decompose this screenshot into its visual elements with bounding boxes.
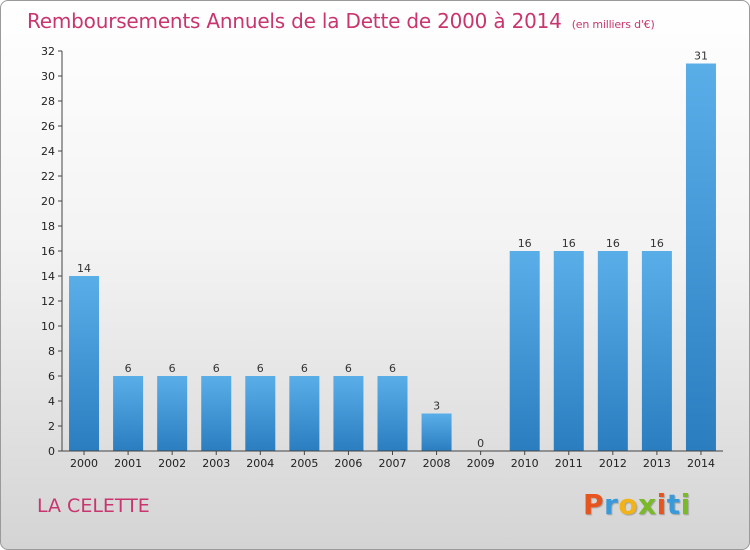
chart-unit-label: (en milliers d'€)	[571, 18, 655, 31]
x-tick-label-2003: 2003	[202, 457, 230, 470]
x-tick-label-2007: 2007	[379, 457, 407, 470]
y-tick-label: 24	[41, 145, 55, 158]
bar-2003	[201, 376, 232, 451]
value-label-2001: 6	[125, 362, 132, 375]
bar-2002	[157, 376, 188, 451]
logo-letter: i	[680, 488, 691, 521]
bar-2006	[333, 376, 364, 451]
x-tick-label-2011: 2011	[555, 457, 583, 470]
x-tick-label-2004: 2004	[246, 457, 274, 470]
bar-2004	[245, 376, 276, 451]
proxiti-logo: Proxiti	[583, 488, 691, 521]
value-label-2003: 6	[213, 362, 220, 375]
bar-2010	[509, 251, 540, 451]
value-label-2006: 6	[345, 362, 352, 375]
x-tick-label-2006: 2006	[334, 457, 362, 470]
chart-title: Remboursements Annuels de la Dette de 20…	[27, 9, 655, 33]
y-tick-label: 18	[41, 220, 55, 233]
y-tick-label: 20	[41, 195, 55, 208]
y-tick-label: 12	[41, 295, 55, 308]
value-label-2004: 6	[257, 362, 264, 375]
y-tick-label: 16	[41, 245, 55, 258]
bar-2005	[289, 376, 320, 451]
y-tick-label: 26	[41, 120, 55, 133]
y-tick-label: 22	[41, 170, 55, 183]
y-tick-label: 28	[41, 95, 55, 108]
x-tick-label-2013: 2013	[643, 457, 671, 470]
bar-2013	[641, 251, 672, 451]
bar-2007	[377, 376, 408, 451]
value-label-2007: 6	[389, 362, 396, 375]
y-tick-label: 2	[48, 420, 55, 433]
bar-2014	[685, 63, 716, 451]
logo-letter: x	[638, 488, 657, 521]
y-tick-label: 0	[48, 445, 55, 458]
x-tick-label-2014: 2014	[687, 457, 715, 470]
logo-letter: P	[583, 488, 605, 521]
value-label-2012: 16	[606, 237, 620, 250]
y-tick-label: 4	[48, 395, 55, 408]
logo-letter: o	[618, 488, 639, 521]
bar-2011	[553, 251, 584, 451]
bar-2012	[597, 251, 628, 451]
x-tick-label-2009: 2009	[467, 457, 495, 470]
y-tick-label: 32	[41, 45, 55, 58]
x-tick-label-2001: 2001	[114, 457, 142, 470]
value-label-2000: 14	[77, 262, 91, 275]
y-tick-label: 8	[48, 345, 55, 358]
bars-group: 14 6 6 6 6 6 6 6 3 0 16 16 16 16 31	[69, 50, 716, 451]
value-label-2014: 31	[694, 50, 708, 63]
x-tick-label-2002: 2002	[158, 457, 186, 470]
value-label-2009: 0	[477, 437, 484, 450]
logo-letter: i	[656, 488, 667, 521]
y-tick-label: 14	[41, 270, 55, 283]
value-label-2005: 6	[301, 362, 308, 375]
y-tick-label: 6	[48, 370, 55, 383]
chart-title-text: Remboursements Annuels de la Dette de 20…	[27, 9, 562, 33]
x-tick-label-2000: 2000	[70, 457, 98, 470]
bar-2008	[421, 413, 452, 451]
value-label-2010: 16	[518, 237, 532, 250]
bar-2000	[69, 276, 100, 451]
x-tick-label-2005: 2005	[290, 457, 318, 470]
value-label-2008: 3	[433, 400, 440, 413]
commune-name: LA CELETTE	[37, 495, 150, 517]
y-tick-label: 30	[41, 70, 55, 83]
logo-letter: t	[666, 488, 681, 521]
value-label-2011: 16	[562, 237, 576, 250]
y-tick-label: 10	[41, 320, 55, 333]
bar-2001	[113, 376, 144, 451]
value-label-2013: 16	[650, 237, 664, 250]
x-tick-label-2012: 2012	[599, 457, 627, 470]
value-label-2002: 6	[169, 362, 176, 375]
logo-letter: r	[604, 488, 619, 521]
x-tick-label-2008: 2008	[423, 457, 451, 470]
x-tick-label-2010: 2010	[511, 457, 539, 470]
